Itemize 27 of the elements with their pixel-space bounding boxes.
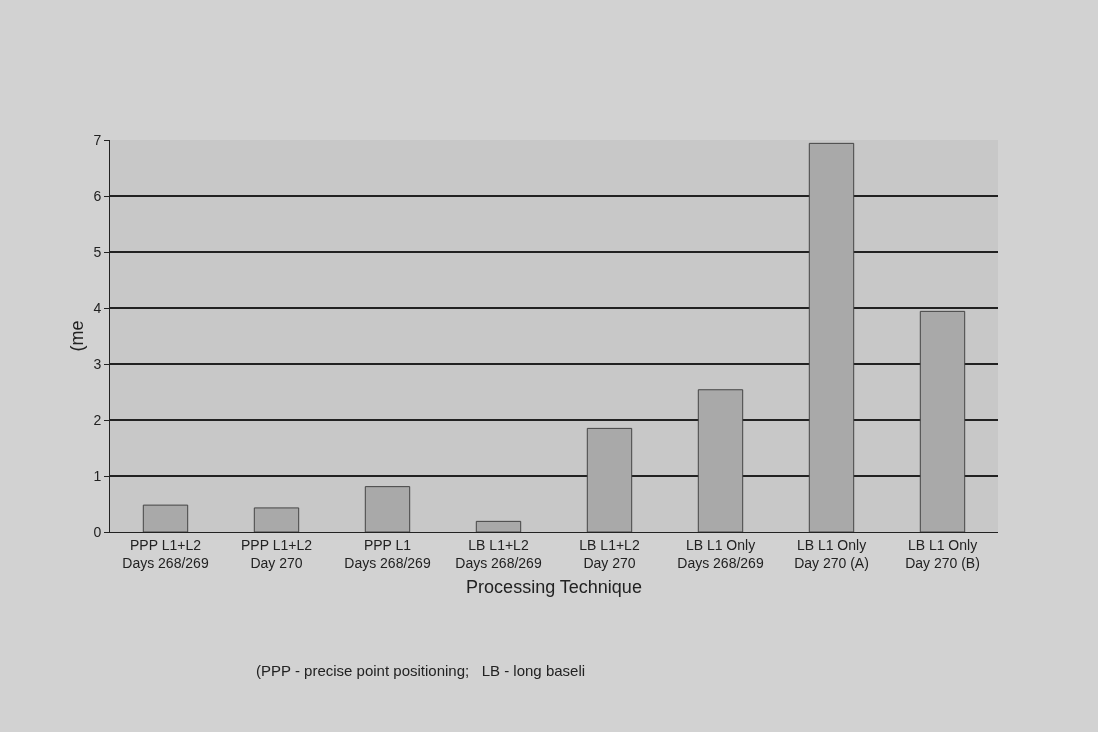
bar <box>697 389 744 532</box>
x-tick-label: LB L1 Only Days 268/269 <box>677 536 764 571</box>
x-tick-label: LB L1+L2 Days 268/269 <box>455 536 542 571</box>
x-tick-label: PPP L1+L2 Day 270 <box>241 536 313 571</box>
x-tick-label: LB L1+L2 Day 270 <box>579 536 640 571</box>
x-tick-label: LB L1 Only Day 270 (A) <box>794 536 869 571</box>
y-tick-label: 6 <box>93 187 102 204</box>
y-tick-label: 4 <box>93 299 102 316</box>
bar <box>586 427 633 532</box>
y-tick-label: 0 <box>93 523 102 540</box>
x-tick-label: PPP L1+L2 Days 268/269 <box>122 536 209 571</box>
bar <box>475 520 522 532</box>
bar <box>364 486 411 532</box>
x-tick-label: LB L1 Only Day 270 (B) <box>905 536 980 571</box>
x-tick-label: PPP L1 Days 268/269 <box>344 536 431 571</box>
bar <box>142 504 189 532</box>
y-tick-label: 3 <box>93 355 102 372</box>
y-tick-label: 1 <box>93 467 102 484</box>
x-axis-title: Processing Technique <box>466 577 642 598</box>
y-tick-label: 7 <box>93 131 102 148</box>
bar <box>253 507 300 532</box>
y-tick-label: 5 <box>93 243 102 260</box>
bar <box>808 142 855 532</box>
text: (PPP - precise point positioning; LB - long baseli <box>256 662 586 679</box>
y-axis-title: (me <box>66 320 87 352</box>
y-tick-label: 2 <box>93 411 102 428</box>
bar <box>919 310 966 532</box>
